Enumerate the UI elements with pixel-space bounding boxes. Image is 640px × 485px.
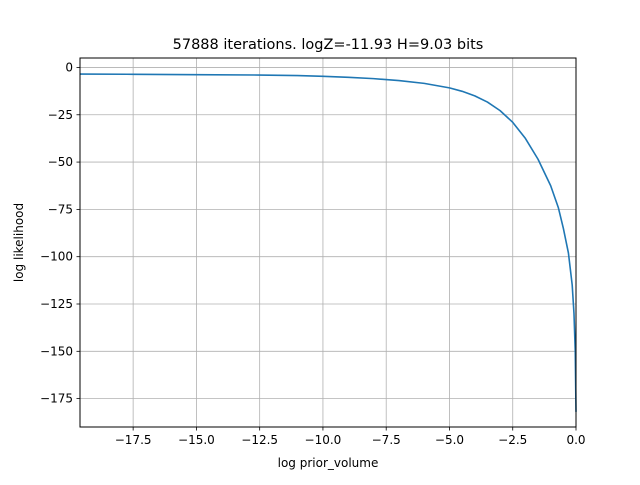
tick-layer: −17.5 −15.0 −12.5 −10.0 −7.5 −5.0 −2.5 0.0 0 −25 −… [40,60,586,447]
x-tick-label: −7.5 [372,433,401,447]
x-tick-label: −2.5 [498,433,527,447]
y-tick-label: −175 [40,392,73,406]
y-tick-label: −50 [48,155,73,169]
y-tick-label: −100 [40,250,73,264]
y-tick-label: −125 [40,297,73,311]
y-axis-label: log likelihood [12,203,26,282]
x-tick-label: −5.0 [435,433,464,447]
series-layer [79,73,577,412]
y-tick-label: −25 [48,108,73,122]
chart-title: 57888 iterations. logZ=-11.93 H=9.03 bit… [173,37,484,53]
grid-layer [80,58,577,427]
plot-frame [79,57,577,428]
x-tick-label: 0.0 [566,433,585,447]
y-tick-label: −75 [48,202,73,216]
y-tick-label: 0 [65,60,73,74]
x-tick-label: −17.5 [115,433,152,447]
x-tick-label: −10.0 [305,433,342,447]
x-tick-label: −15.0 [178,433,215,447]
likelihood-series-line [79,73,577,412]
x-tick-label: −12.5 [241,433,278,447]
x-axis-label: log prior_volume [278,456,379,470]
y-tick-label: −150 [40,344,73,358]
